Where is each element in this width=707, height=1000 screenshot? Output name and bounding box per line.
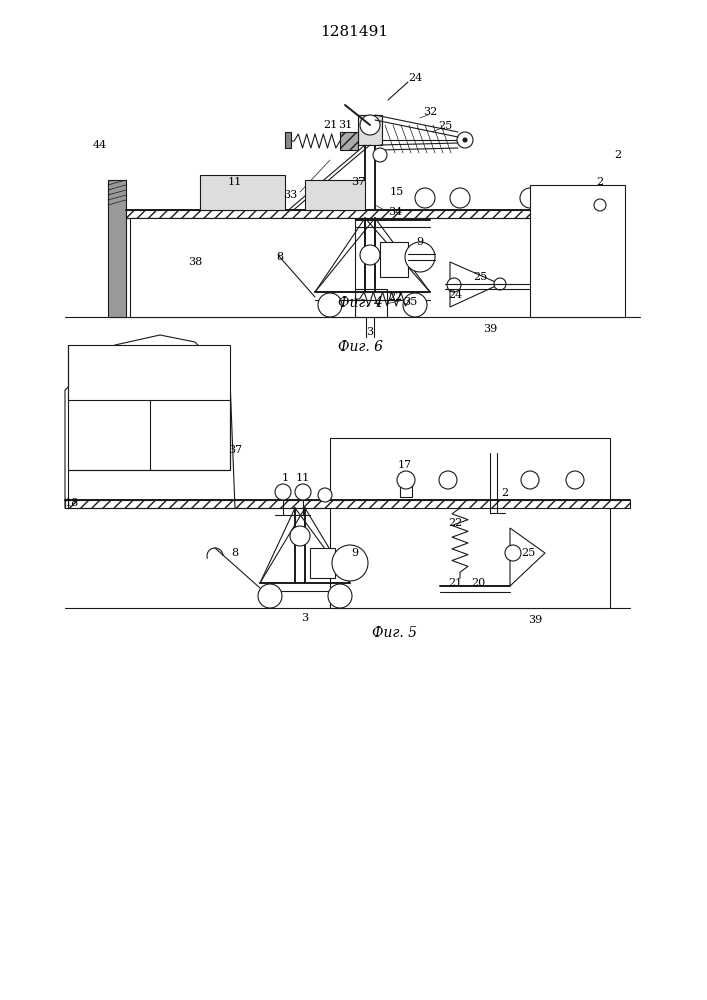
Bar — [330, 438, 610, 608]
Text: 11: 11 — [296, 473, 310, 483]
Text: 1: 1 — [281, 473, 288, 483]
Text: 21: 21 — [323, 120, 337, 130]
Bar — [380, 242, 408, 277]
Text: 22: 22 — [388, 292, 402, 302]
Text: 31: 31 — [338, 120, 352, 130]
Bar — [108, 180, 126, 317]
Circle shape — [360, 245, 380, 265]
Text: 33: 33 — [283, 190, 297, 200]
Circle shape — [318, 488, 332, 502]
Text: 34: 34 — [388, 207, 402, 217]
Circle shape — [258, 584, 282, 608]
Text: Фиг. 5: Фиг. 5 — [373, 626, 418, 640]
Circle shape — [450, 188, 470, 208]
Text: 3: 3 — [366, 327, 373, 337]
Text: 3: 3 — [301, 613, 308, 623]
Text: 24: 24 — [408, 73, 422, 83]
Text: 35: 35 — [403, 297, 417, 307]
Text: 15: 15 — [390, 187, 404, 197]
Bar — [310, 548, 335, 578]
Circle shape — [521, 471, 539, 489]
Text: 37: 37 — [351, 177, 365, 187]
Text: 20: 20 — [471, 578, 485, 588]
Text: 17: 17 — [398, 460, 412, 470]
Circle shape — [328, 584, 352, 608]
Text: 9: 9 — [351, 548, 358, 558]
Circle shape — [447, 278, 461, 292]
Circle shape — [415, 188, 435, 208]
Circle shape — [494, 278, 506, 290]
Text: 18: 18 — [65, 498, 79, 508]
Bar — [340, 132, 358, 150]
Bar — [126, 210, 621, 218]
Text: 21: 21 — [448, 578, 462, 588]
Circle shape — [403, 293, 427, 317]
Text: 25: 25 — [473, 272, 487, 282]
Circle shape — [566, 471, 584, 489]
Text: 22: 22 — [448, 518, 462, 528]
Circle shape — [405, 242, 435, 272]
Circle shape — [290, 526, 310, 546]
Text: 11: 11 — [228, 177, 242, 187]
Circle shape — [594, 199, 606, 211]
Circle shape — [457, 132, 473, 148]
Bar — [355, 289, 387, 317]
Bar — [200, 175, 285, 210]
Text: 39: 39 — [483, 324, 497, 334]
Text: 38: 38 — [188, 257, 202, 267]
Text: 2: 2 — [597, 177, 604, 187]
Bar — [68, 345, 230, 470]
Polygon shape — [510, 528, 545, 586]
Text: 39: 39 — [528, 615, 542, 625]
Text: 37: 37 — [228, 445, 242, 455]
Bar — [400, 482, 412, 497]
Text: 8: 8 — [231, 548, 238, 558]
Circle shape — [439, 471, 457, 489]
Circle shape — [332, 545, 368, 581]
Text: 8: 8 — [276, 252, 284, 262]
Text: 2: 2 — [614, 150, 621, 160]
Text: 25: 25 — [438, 121, 452, 131]
Bar — [358, 115, 382, 145]
Bar — [130, 218, 355, 317]
Text: 24: 24 — [448, 290, 462, 300]
Text: 9: 9 — [416, 237, 423, 247]
Circle shape — [397, 471, 415, 489]
Circle shape — [360, 115, 380, 135]
Bar — [285, 132, 291, 148]
Circle shape — [275, 484, 291, 500]
Bar — [530, 185, 625, 317]
Circle shape — [520, 188, 540, 208]
Text: 1281491: 1281491 — [320, 25, 388, 39]
Circle shape — [463, 138, 467, 142]
Text: Фиг. 6: Фиг. 6 — [337, 340, 382, 354]
Text: 44: 44 — [93, 140, 107, 150]
Text: 32: 32 — [423, 107, 437, 117]
Polygon shape — [450, 262, 500, 307]
Circle shape — [555, 188, 575, 208]
Circle shape — [318, 293, 342, 317]
Circle shape — [373, 148, 387, 162]
Circle shape — [505, 545, 521, 561]
Text: 25: 25 — [521, 548, 535, 558]
Text: 2: 2 — [501, 488, 508, 498]
Bar — [65, 500, 630, 508]
Bar — [305, 180, 365, 210]
Text: Фиг. 4: Фиг. 4 — [337, 296, 382, 310]
Circle shape — [295, 484, 311, 500]
